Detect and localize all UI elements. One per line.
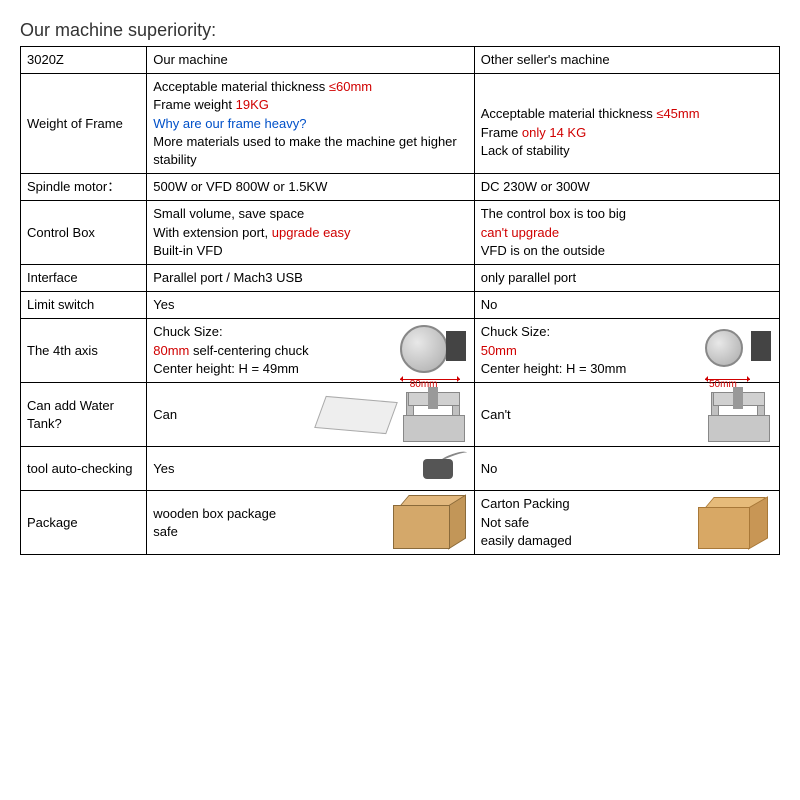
text: wooden box package	[153, 506, 276, 521]
other-interface: only parallel port	[474, 264, 779, 291]
label-interface: Interface	[21, 264, 147, 291]
ours-water: Can	[147, 383, 474, 447]
table-header-row: 3020Z Our machine Other seller's machine	[21, 47, 780, 74]
text: Carton Packing	[481, 496, 570, 511]
ours-control: Small volume, save space With extension …	[147, 201, 474, 265]
highlight: 50mm	[481, 343, 517, 358]
other-tool: No	[474, 447, 779, 491]
other-water: Can't	[474, 383, 779, 447]
text: easily damaged	[481, 533, 572, 548]
text: The control box is too big	[481, 206, 626, 221]
text: Acceptable material thickness	[481, 106, 657, 121]
text: Frame	[481, 125, 522, 140]
text: Chuck Size:	[481, 324, 550, 339]
other-weight: Acceptable material thickness ≤45mm Fram…	[474, 74, 779, 174]
carton-box-image	[698, 495, 773, 550]
ours-tool: Yes	[147, 447, 474, 491]
text: Not safe	[481, 515, 529, 530]
header-ours: Our machine	[147, 47, 474, 74]
text: safe	[153, 524, 178, 539]
text: Frame weight	[153, 97, 235, 112]
chuck-50mm-image: 50mm	[703, 323, 773, 378]
other-spindle: DC 230W or 300W	[474, 174, 779, 201]
highlight: 80mm	[153, 343, 189, 358]
text: Center height: H = 49mm	[153, 361, 299, 376]
text: Yes	[153, 460, 417, 478]
text: With extension port,	[153, 225, 272, 240]
text: VFD is on the outside	[481, 243, 605, 258]
ours-interface: Parallel port / Mach3 USB	[147, 264, 474, 291]
row-weight: Weight of Frame Acceptable material thic…	[21, 74, 780, 174]
question: Why are our frame heavy?	[153, 116, 306, 131]
text: More materials used to make the machine …	[153, 134, 457, 167]
row-axis4: The 4th axis Chuck Size: 80mm self-cente…	[21, 319, 780, 383]
label-package: Package	[21, 491, 147, 555]
water-tray-image	[314, 396, 398, 434]
label-axis4: The 4th axis	[21, 319, 147, 383]
highlight: 19KG	[236, 97, 269, 112]
page-title: Our machine superiority:	[20, 20, 780, 41]
row-tool: tool auto-checking Yes No	[21, 447, 780, 491]
highlight: only 14 KG	[522, 125, 586, 140]
row-water: Can add Water Tank? Can Can't	[21, 383, 780, 447]
label-limit: Limit switch	[21, 292, 147, 319]
comparison-table: 3020Z Our machine Other seller's machine…	[20, 46, 780, 555]
row-package: Package wooden box package safe Carton P…	[21, 491, 780, 555]
ours-weight: Acceptable material thickness ≤60mm Fram…	[147, 74, 474, 174]
row-interface: Interface Parallel port / Mach3 USB only…	[21, 264, 780, 291]
text: Small volume, save space	[153, 206, 304, 221]
label-tool: tool auto-checking	[21, 447, 147, 491]
label-spindle: Spindle motor：	[21, 174, 147, 201]
text: Can	[153, 406, 319, 424]
text: Chuck Size:	[153, 324, 222, 339]
text: Center height: H = 30mm	[481, 361, 627, 376]
row-spindle: Spindle motor： 500W or VFD 800W or 1.5KW…	[21, 174, 780, 201]
chuck-80mm-image: 80mm	[398, 323, 468, 378]
text: self-centering chuck	[189, 343, 308, 358]
cnc-no-tank-image	[703, 387, 773, 442]
highlight: ≤60mm	[329, 79, 372, 94]
tool-probe-image	[418, 451, 468, 486]
ours-package: wooden box package safe	[147, 491, 474, 555]
header-other: Other seller's machine	[474, 47, 779, 74]
label-water: Can add Water Tank?	[21, 383, 147, 447]
label-control: Control Box	[21, 201, 147, 265]
other-control: The control box is too big can't upgrade…	[474, 201, 779, 265]
text: Can't	[481, 406, 703, 424]
text: Lack of stability	[481, 143, 570, 158]
highlight: can't upgrade	[481, 225, 559, 240]
other-axis4: Chuck Size: 50mm Center height: H = 30mm…	[474, 319, 779, 383]
ours-axis4: Chuck Size: 80mm self-centering chuck Ce…	[147, 319, 474, 383]
row-control: Control Box Small volume, save space Wit…	[21, 201, 780, 265]
wooden-box-image	[393, 495, 468, 550]
text: Acceptable material thickness	[153, 79, 329, 94]
label-weight: Weight of Frame	[21, 74, 147, 174]
highlight: upgrade easy	[272, 225, 351, 240]
cnc-with-tank-image	[398, 387, 468, 442]
highlight: ≤45mm	[656, 106, 699, 121]
ours-limit: Yes	[147, 292, 474, 319]
ours-spindle: 500W or VFD 800W or 1.5KW	[147, 174, 474, 201]
row-limit: Limit switch Yes No	[21, 292, 780, 319]
header-model: 3020Z	[21, 47, 147, 74]
other-package: Carton Packing Not safe easily damaged	[474, 491, 779, 555]
text: Built-in VFD	[153, 243, 222, 258]
other-limit: No	[474, 292, 779, 319]
